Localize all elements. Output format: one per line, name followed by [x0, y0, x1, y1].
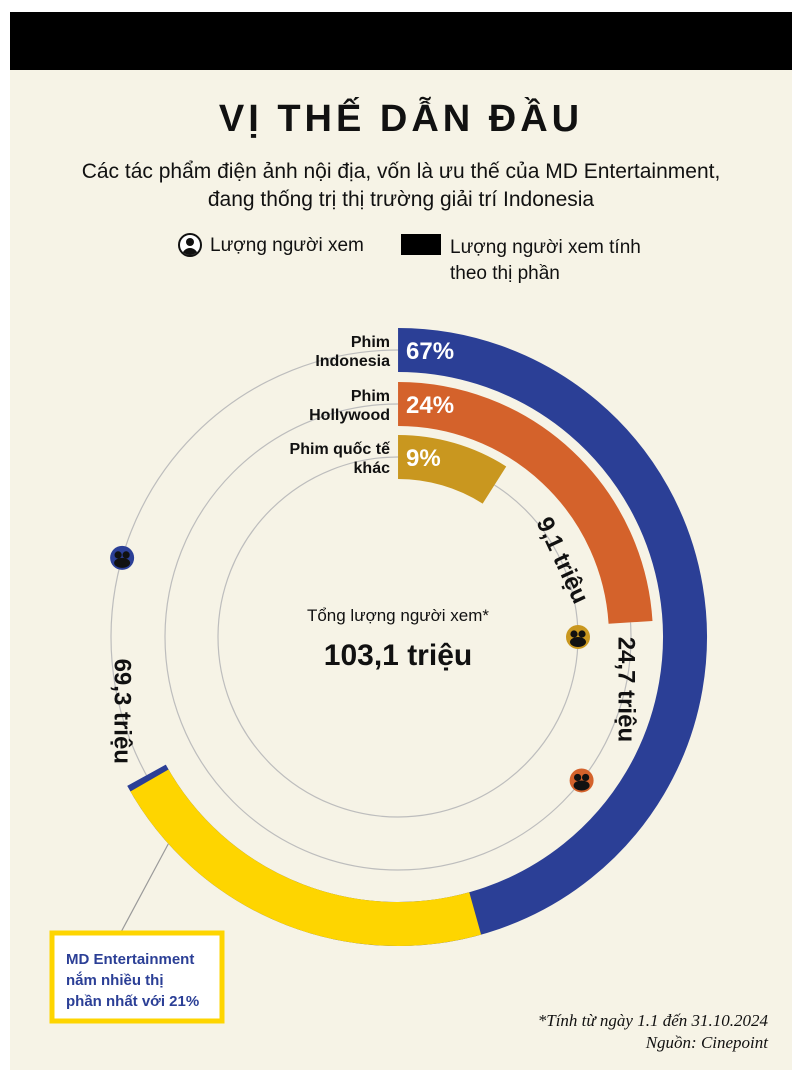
share-label-1: 67%: [406, 338, 454, 365]
center-value: 103,1 triệu: [324, 639, 472, 672]
share-label-2: 24%: [406, 392, 454, 419]
viewers-icon-1-head-2: [122, 551, 130, 559]
callout-connector: [119, 843, 169, 935]
viewers-icon-1-head-1: [114, 551, 122, 559]
guide-circle-3: [217, 456, 579, 818]
guide-circle-2: [164, 403, 632, 871]
source-credit: Nguồn: Cinepoint: [645, 1033, 768, 1052]
viewers-icon-2-head-1: [574, 773, 582, 782]
legend-viewers-label: Lượng người xem: [210, 235, 364, 256]
legend-share-line-1: Lượng người xem tính: [450, 237, 641, 258]
legend-share-line-2: theo thị phần: [450, 263, 560, 284]
subtitle-line-2: đang thống trị thị trường giải trí Indon…: [207, 188, 595, 211]
source-block: *Tính từ ngày 1.1 đến 31.10.2024 Nguồn: …: [538, 1010, 768, 1054]
viewers-label-1: 69,3 triệu: [108, 659, 135, 764]
viewers-icon-1-body: [114, 557, 131, 568]
legend-share-label: Lượng người xem tính theo thị phần: [450, 235, 670, 287]
subtitle-line-1: Các tác phẩm điện ảnh nội địa, vốn là ưu…: [81, 160, 721, 183]
category-label-3: Phim quốc tế khác: [290, 441, 391, 477]
viewers-label-2: 24,7 triệu: [613, 637, 640, 742]
chart-subtitle: Các tác phẩm điện ảnh nội địa, vốn là ưu…: [30, 158, 772, 214]
highlight-arc: [130, 769, 482, 946]
category-label-2: Phim Hollywood: [309, 388, 390, 424]
top-bar: [10, 12, 792, 70]
category-label-1: Phim Indonesia: [315, 334, 390, 370]
infographic-card: VỊ THẾ DẪN ĐẦU Các tác phẩm điện ảnh nội…: [10, 12, 792, 1070]
footnote: *Tính từ ngày 1.1 đến 31.10.2024: [537, 1011, 768, 1030]
arc-2: [397, 382, 653, 625]
callout-text: MD Entertainment nắm nhiều thị phần nhất v…: [66, 951, 199, 1010]
share-label-3: 9%: [406, 445, 441, 472]
radial-chart: 67% Phim Indonesia 24% Phim Hollywood 9% Phim q…: [49, 328, 707, 1024]
callout-box: [49, 930, 225, 1024]
center-label: Tổng lượng người xem*: [307, 606, 489, 625]
person-icon: [178, 233, 202, 257]
viewers-icon-3-body: [570, 637, 586, 647]
viewers-icon-3-head-1: [570, 630, 578, 638]
viewers-icon-3-head-2: [578, 630, 586, 638]
viewers-icon-2-body: [573, 780, 590, 791]
legend-share-swatch: [401, 234, 441, 255]
arc-3: [397, 435, 507, 504]
viewers-icon-2-head-2: [582, 773, 590, 782]
chart-title: VỊ THẾ DẪN ĐẦU: [218, 98, 584, 140]
